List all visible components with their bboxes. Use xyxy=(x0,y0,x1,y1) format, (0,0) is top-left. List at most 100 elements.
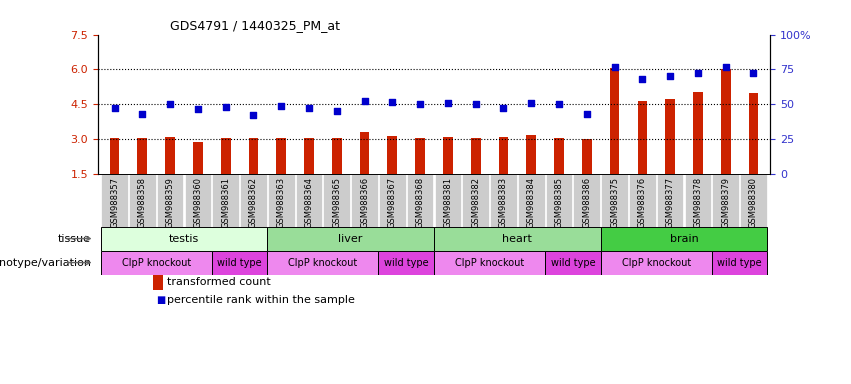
Point xyxy=(108,105,122,111)
Text: testis: testis xyxy=(168,233,199,243)
Bar xyxy=(574,174,600,227)
Point xyxy=(302,105,316,111)
Text: GSM988364: GSM988364 xyxy=(305,177,313,228)
Bar xyxy=(554,138,564,174)
Bar xyxy=(629,174,656,227)
Bar xyxy=(693,91,703,174)
Bar xyxy=(434,251,545,275)
Point xyxy=(469,101,483,108)
Bar xyxy=(267,227,434,251)
Bar xyxy=(323,174,350,227)
Bar xyxy=(712,174,739,227)
Point xyxy=(580,111,594,117)
Point xyxy=(163,101,177,108)
Bar xyxy=(462,174,489,227)
Text: GSM988360: GSM988360 xyxy=(193,177,203,228)
Text: GSM988366: GSM988366 xyxy=(360,177,369,228)
Text: GSM988358: GSM988358 xyxy=(138,177,147,228)
Bar xyxy=(220,138,231,174)
Bar xyxy=(379,251,434,275)
Point xyxy=(219,104,232,110)
Text: genotype/variation: genotype/variation xyxy=(0,258,91,268)
Bar xyxy=(351,174,378,227)
Bar xyxy=(657,174,683,227)
Bar xyxy=(711,251,768,275)
Point xyxy=(274,103,288,109)
Bar xyxy=(193,142,203,174)
Point xyxy=(663,73,677,79)
Bar xyxy=(100,251,212,275)
Text: ClpP knockout: ClpP knockout xyxy=(455,258,524,268)
Text: GSM988378: GSM988378 xyxy=(694,177,702,228)
Bar xyxy=(499,137,508,174)
Point xyxy=(608,64,621,70)
Bar xyxy=(157,174,184,227)
Bar xyxy=(304,138,314,174)
Point xyxy=(247,112,260,118)
Bar xyxy=(609,68,620,174)
Point xyxy=(552,101,566,108)
Bar xyxy=(665,99,675,174)
Bar xyxy=(601,227,768,251)
Bar xyxy=(601,251,711,275)
Bar xyxy=(545,174,573,227)
Bar xyxy=(277,138,286,174)
Point xyxy=(357,98,371,104)
Point xyxy=(636,76,649,82)
Text: wild type: wild type xyxy=(217,258,262,268)
Bar xyxy=(268,174,294,227)
Text: heart: heart xyxy=(502,233,532,243)
Bar xyxy=(490,174,517,227)
Bar xyxy=(387,136,397,174)
Text: GSM988384: GSM988384 xyxy=(527,177,536,228)
Bar xyxy=(240,174,266,227)
Text: ClpP knockout: ClpP knockout xyxy=(288,258,357,268)
Text: GSM988377: GSM988377 xyxy=(665,177,675,228)
Text: GSM988375: GSM988375 xyxy=(610,177,619,228)
Point xyxy=(330,108,344,114)
Text: ■: ■ xyxy=(156,295,165,305)
Bar xyxy=(545,251,601,275)
Bar xyxy=(212,251,267,275)
Bar xyxy=(443,137,453,174)
Bar xyxy=(267,251,379,275)
Text: GDS4791 / 1440325_PM_at: GDS4791 / 1440325_PM_at xyxy=(170,19,340,32)
Text: GSM988357: GSM988357 xyxy=(110,177,119,228)
Bar xyxy=(165,137,175,174)
Bar xyxy=(740,174,767,227)
Point xyxy=(691,70,705,76)
Point xyxy=(414,101,427,108)
Text: GSM988368: GSM988368 xyxy=(415,177,425,228)
Bar xyxy=(471,138,481,174)
Point xyxy=(746,70,760,76)
Text: GSM988363: GSM988363 xyxy=(277,177,286,228)
Bar xyxy=(434,227,601,251)
Text: wild type: wild type xyxy=(717,258,762,268)
Bar xyxy=(212,174,239,227)
Point xyxy=(524,100,538,106)
Text: GSM988365: GSM988365 xyxy=(332,177,341,228)
Bar xyxy=(185,174,211,227)
Text: GSM988359: GSM988359 xyxy=(166,177,174,228)
Text: transformed count: transformed count xyxy=(167,277,271,287)
Text: GSM988383: GSM988383 xyxy=(499,177,508,228)
Bar xyxy=(721,70,730,174)
Text: GSM988376: GSM988376 xyxy=(638,177,647,228)
Text: ClpP knockout: ClpP knockout xyxy=(122,258,191,268)
Bar xyxy=(518,174,545,227)
Text: GSM988380: GSM988380 xyxy=(749,177,758,228)
Point xyxy=(719,64,733,70)
Bar xyxy=(332,138,341,174)
Bar xyxy=(129,174,156,227)
Bar xyxy=(101,174,128,227)
Text: liver: liver xyxy=(339,233,363,243)
Bar xyxy=(248,138,259,174)
Point xyxy=(135,111,149,117)
Bar xyxy=(379,174,406,227)
Bar xyxy=(684,174,711,227)
Bar xyxy=(527,135,536,174)
Bar xyxy=(360,132,369,174)
Bar xyxy=(602,174,628,227)
Bar xyxy=(637,101,648,174)
Bar xyxy=(110,138,119,174)
